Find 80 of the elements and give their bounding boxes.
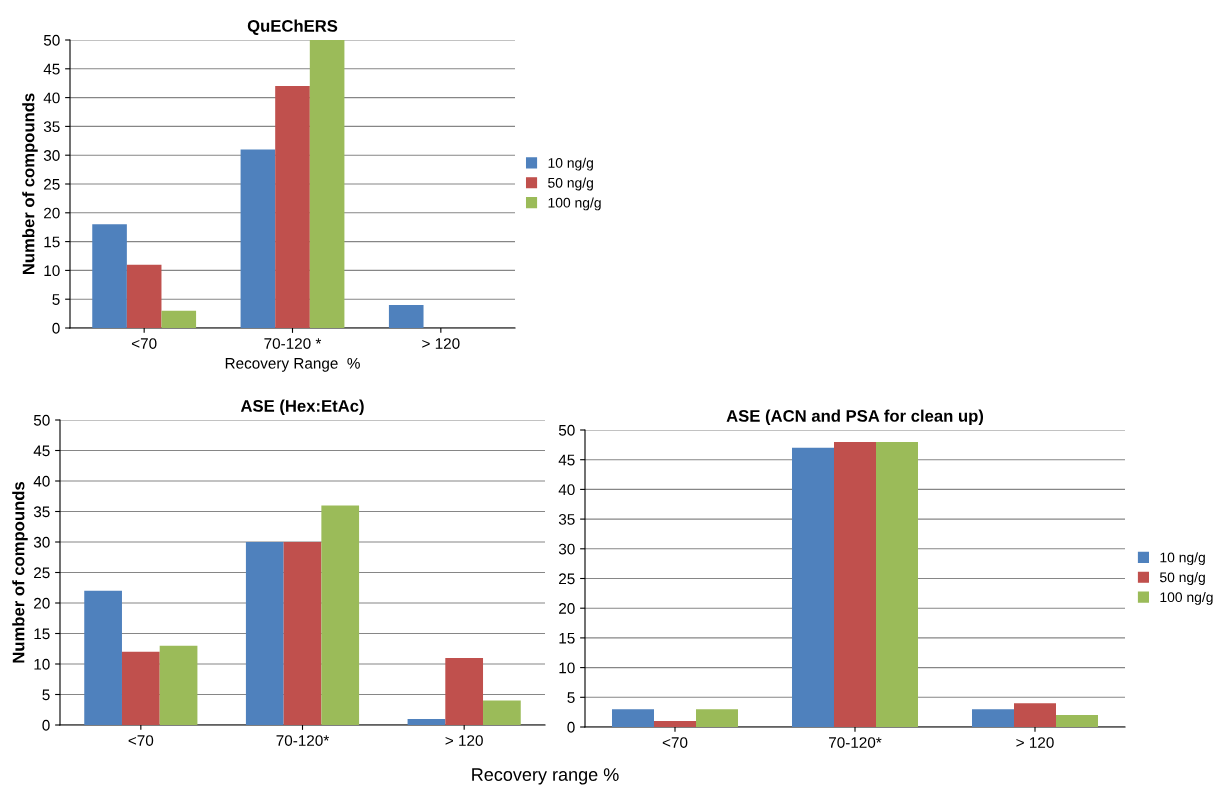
y-tick-label: 15: [559, 632, 575, 644]
y-tick-label: 35: [558, 513, 575, 525]
y-tick-label: 45: [558, 454, 575, 466]
bar: [1014, 703, 1056, 727]
y-tick-label: 25: [44, 178, 60, 190]
legend-label: 50 ng/g: [1159, 572, 1205, 585]
y-tick-label: 40: [33, 475, 50, 487]
bar: [161, 310, 197, 328]
bar: [126, 264, 162, 328]
x-axis-title: Recovery Range %: [225, 357, 360, 372]
y-tick-label: 45: [43, 63, 60, 75]
y-tick-label: 0: [567, 721, 575, 733]
y-tick-label: 35: [33, 506, 50, 518]
bar: [388, 304, 424, 328]
y-axis-title: Number of compounds: [22, 93, 38, 275]
legend-label: 100 ng/g: [1160, 591, 1213, 605]
x-tick-label: <70: [128, 735, 154, 746]
y-tick-label: 40: [558, 484, 575, 496]
y-tick-label: 5: [42, 689, 50, 701]
y-tick-label: 50: [558, 424, 575, 436]
bar: [283, 542, 322, 725]
y-tick-label: 30: [33, 536, 50, 548]
x-axis-title: Recovery range %: [472, 768, 619, 785]
bar: [121, 651, 160, 725]
bar: [972, 709, 1014, 727]
y-tick-label: 30: [43, 150, 60, 161]
x-tick-label: 70-120*: [829, 737, 882, 748]
bar: [1056, 715, 1098, 727]
bar: [92, 224, 127, 328]
x-tick-label: > 120: [445, 735, 483, 746]
bar: [159, 645, 198, 725]
x-tick-label: <70: [662, 737, 688, 748]
y-tick-label: 35: [43, 121, 60, 133]
chart-title: ASE (ACN and PSA for clean up): [726, 409, 984, 426]
bar: [792, 447, 834, 727]
y-tick-label: 25: [34, 567, 50, 579]
x-tick-label: 70-120*: [276, 735, 330, 746]
bar: [445, 657, 484, 725]
y-tick-label: 10: [559, 662, 575, 674]
y-tick-label: 40: [43, 92, 60, 104]
bar: [245, 542, 284, 725]
x-tick-label: > 120: [422, 338, 460, 349]
bar: [876, 441, 918, 727]
bar: [84, 590, 122, 725]
y-tick-label: 45: [33, 445, 50, 457]
y-tick-label: 5: [567, 692, 575, 703]
bar: [834, 441, 876, 727]
legend-label: 50 ng/g: [548, 177, 593, 191]
y-tick-label: 5: [52, 294, 60, 305]
bar: [654, 721, 696, 727]
bar: [309, 40, 345, 328]
y-tick-label: 10: [44, 265, 60, 277]
y-tick-label: 0: [42, 719, 50, 731]
legend-label: 10 ng/g: [548, 157, 593, 171]
y-tick-label: 10: [34, 658, 50, 670]
bar: [696, 709, 738, 727]
y-tick-label: 50: [43, 34, 60, 46]
bar: [407, 718, 446, 725]
y-tick-label: 30: [558, 543, 575, 555]
x-tick-label: 70-120 *: [264, 338, 322, 349]
legend-label: 100 ng/g: [548, 197, 601, 211]
y-tick-label: 0: [52, 322, 60, 334]
y-tick-label: 20: [559, 603, 575, 614]
x-tick-label: > 120: [1016, 737, 1054, 748]
y-tick-label: 20: [44, 207, 60, 219]
chart-title: QuEChERS: [247, 19, 338, 35]
y-tick-label: 15: [34, 628, 50, 640]
bar: [275, 86, 310, 328]
y-tick-label: 20: [34, 597, 50, 609]
bar: [321, 505, 360, 725]
y-axis-title: Number of compounds: [12, 481, 28, 663]
legend-label: 10 ng/g: [1160, 552, 1205, 566]
chart-title: ASE (Hex:EtAc): [240, 399, 364, 416]
x-tick-label: <70: [131, 338, 157, 349]
y-tick-label: 25: [559, 573, 575, 585]
bar: [240, 149, 276, 328]
y-tick-label: 50: [33, 414, 50, 426]
bar: [483, 700, 521, 725]
y-tick-label: 15: [44, 236, 60, 248]
bar: [612, 709, 654, 727]
